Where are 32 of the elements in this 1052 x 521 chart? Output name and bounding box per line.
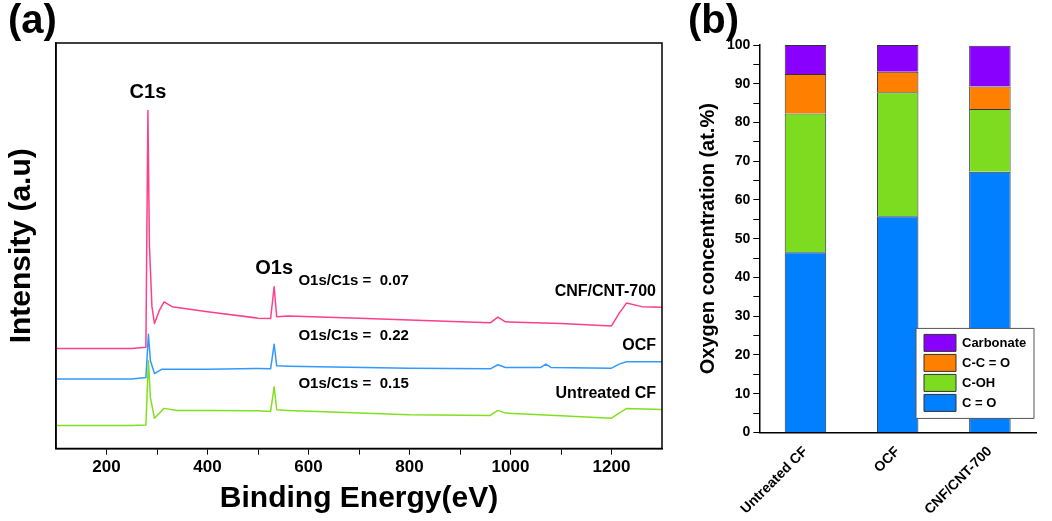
x-tick-label: 1000 [491, 457, 530, 477]
annotation: O1s/C1s = 0.22 [298, 325, 409, 343]
x-tick-label: 800 [395, 457, 424, 477]
y-tick-label: 90 [734, 74, 751, 91]
y-tick-label: 40 [734, 268, 751, 285]
legend-label: Carbonate [962, 334, 1027, 350]
x-tick-label: 400 [193, 457, 222, 477]
x-tick-label: 200 [92, 457, 121, 477]
series-label: Untreated CF [555, 383, 657, 401]
series-label: OCF [622, 336, 657, 354]
y-tick-label: 10 [734, 384, 751, 401]
y-tick-label: 50 [734, 229, 751, 246]
y-axis-title: Intensity (a.u) [3, 148, 37, 344]
y-tick-label: 80 [734, 113, 751, 130]
annotation: O1s/C1s = 0.15 [298, 373, 409, 391]
x-axis-title: Binding Energy(eV) [219, 480, 499, 514]
chart-title: (a) [8, 0, 57, 42]
annotation: O1s [255, 256, 294, 279]
annotation: C1s [129, 80, 167, 103]
y-tick-label: 0 [742, 423, 751, 440]
legend-label: C-C = O [962, 354, 1011, 370]
y-tick-label: 30 [734, 307, 751, 324]
legend-label: C = O [962, 394, 997, 410]
y-axis-title: Oxygen concentration (at.%) [695, 103, 718, 375]
annotation: O1s/C1s = 0.07 [298, 271, 409, 289]
y-tick-label: 60 [734, 190, 751, 207]
y-tick-label: 70 [734, 152, 751, 169]
x-tick-label: 1200 [592, 457, 631, 477]
y-tick-label: 20 [734, 345, 751, 362]
legend-label: C-OH [962, 374, 996, 390]
series-label: CNF/CNT-700 [554, 281, 657, 299]
x-tick-label: 600 [294, 457, 323, 477]
